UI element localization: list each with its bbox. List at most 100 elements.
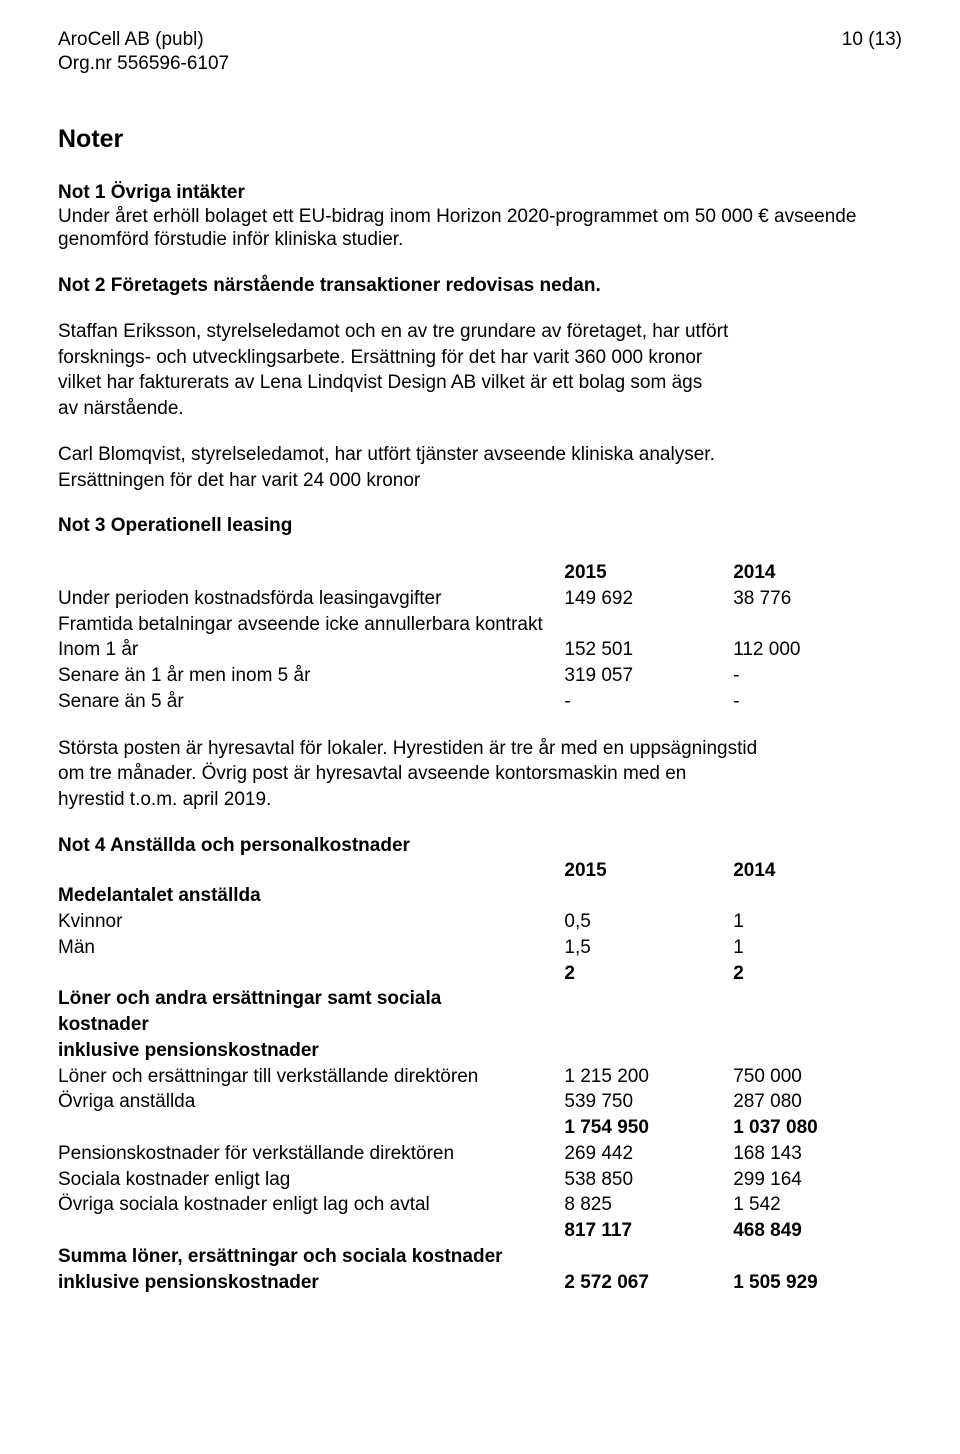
- grand-total-2014: 1 505 929: [733, 1270, 902, 1296]
- notes-heading: Noter: [58, 124, 902, 155]
- table-row: Övriga sociala kostnader enligt lag och …: [58, 1192, 902, 1218]
- year-2014: 2014: [733, 560, 902, 586]
- men-label: Män: [58, 935, 564, 961]
- table-row: Framtida betalningar avseende icke annul…: [58, 612, 902, 638]
- note-2-p1d: av närstående.: [58, 397, 902, 421]
- note-3-postnote-b: om tre månader. Övrig post är hyresavtal…: [58, 762, 902, 786]
- later-5yr-label: Senare än 5 år: [58, 689, 564, 715]
- table-row: Inom 1 år 152 501 112 000: [58, 637, 902, 663]
- header-left: AroCell AB (publ) Org.nr 556596-6107: [58, 28, 229, 76]
- table-row: Kvinnor 0,5 1: [58, 909, 902, 935]
- salaries-heading-1: Löner och andra ersättningar samt social…: [58, 986, 564, 1012]
- later-5yr-2014: -: [733, 689, 902, 715]
- page-number: 10 (13): [842, 28, 902, 76]
- note-1: Not 1 Övriga intäkter Under året erhöll …: [58, 181, 902, 252]
- women-2014: 1: [733, 909, 902, 935]
- later-1-5yr-2015: 319 057: [564, 663, 733, 689]
- table-row: 1 754 950 1 037 080: [58, 1115, 902, 1141]
- social-costs-2014: 299 164: [733, 1167, 902, 1193]
- within-1yr-label: Inom 1 år: [58, 637, 564, 663]
- note-3-postnote-a: Största posten är hyresavtal för lokaler…: [58, 737, 902, 761]
- table-row: Löner och ersättningar till verkställand…: [58, 1064, 902, 1090]
- table-row: 2015 2014: [58, 858, 902, 884]
- table-row: inklusive pensionskostnader 2 572 067 1 …: [58, 1270, 902, 1296]
- leasing-costs-label: Under perioden kostnadsförda leasingavgi…: [58, 586, 564, 612]
- year-2014: 2014: [733, 858, 902, 884]
- note-3-postnote: Största posten är hyresavtal för lokaler…: [58, 737, 902, 812]
- other-employees-label: Övriga anställda: [58, 1089, 564, 1115]
- table-row: Summa löner, ersättningar och sociala ko…: [58, 1244, 902, 1270]
- pension-ceo-2015: 269 442: [564, 1141, 733, 1167]
- total-heading-2: inklusive pensionskostnader: [58, 1270, 564, 1296]
- total-employees-2015: 2: [564, 961, 733, 987]
- table-row: Sociala kostnader enligt lag 538 850 299…: [58, 1167, 902, 1193]
- avg-employees-heading: Medelantalet anställda: [58, 883, 564, 909]
- page-header: AroCell AB (publ) Org.nr 556596-6107 10 …: [58, 28, 902, 76]
- subtotal2-2015: 817 117: [564, 1218, 733, 1244]
- other-social-costs-2015: 8 825: [564, 1192, 733, 1218]
- leasing-costs-2014: 38 776: [733, 586, 902, 612]
- company-name: AroCell AB (publ): [58, 28, 229, 52]
- later-5yr-2015: -: [564, 689, 733, 715]
- note-2-p2a: Carl Blomqvist, styrelseledamot, har utf…: [58, 443, 902, 467]
- later-1-5yr-label: Senare än 1 år men inom 5 år: [58, 663, 564, 689]
- social-costs-2015: 538 850: [564, 1167, 733, 1193]
- grand-total-2015: 2 572 067: [564, 1270, 733, 1296]
- note-2-p1c: vilket har fakturerats av Lena Lindqvist…: [58, 371, 902, 395]
- note-2-para2: Carl Blomqvist, styrelseledamot, har utf…: [58, 443, 902, 493]
- other-social-costs-label: Övriga sociala kostnader enligt lag och …: [58, 1192, 564, 1218]
- within-1yr-2014: 112 000: [733, 637, 902, 663]
- year-2015: 2015: [564, 560, 733, 586]
- other-employees-2015: 539 750: [564, 1089, 733, 1115]
- pension-ceo-label: Pensionskostnader för verkställande dire…: [58, 1141, 564, 1167]
- subtotal2-2014: 468 849: [733, 1218, 902, 1244]
- ceo-salary-label: Löner och ersättningar till verkställand…: [58, 1064, 564, 1090]
- pension-ceo-2014: 168 143: [733, 1141, 902, 1167]
- note-3-title: Not 3 Operationell leasing: [58, 514, 902, 538]
- women-label: Kvinnor: [58, 909, 564, 935]
- subtotal1-2014: 1 037 080: [733, 1115, 902, 1141]
- note-1-title: Not 1 Övriga intäkter: [58, 181, 902, 205]
- note-2-title-block: Not 2 Företagets närstående transaktione…: [58, 274, 902, 298]
- table-row: Män 1,5 1: [58, 935, 902, 961]
- within-1yr-2015: 152 501: [564, 637, 733, 663]
- table-row: Senare än 1 år men inom 5 år 319 057 -: [58, 663, 902, 689]
- table-row: Övriga anställda 539 750 287 080: [58, 1089, 902, 1115]
- note-2-p2b: Ersättningen för det har varit 24 000 kr…: [58, 469, 902, 493]
- table-row: kostnader: [58, 1012, 902, 1038]
- note-2-p1a: Staffan Eriksson, styrelseledamot och en…: [58, 320, 902, 344]
- note-4-table: 2015 2014 Medelantalet anställda Kvinnor…: [58, 858, 902, 1296]
- subtotal1-2015: 1 754 950: [564, 1115, 733, 1141]
- future-payments-label: Framtida betalningar avseende icke annul…: [58, 612, 902, 638]
- salaries-heading-3: inklusive pensionskostnader: [58, 1038, 564, 1064]
- later-1-5yr-2014: -: [733, 663, 902, 689]
- social-costs-label: Sociala kostnader enligt lag: [58, 1167, 564, 1193]
- year-2015: 2015: [564, 858, 733, 884]
- women-2015: 0,5: [564, 909, 733, 935]
- ceo-salary-2015: 1 215 200: [564, 1064, 733, 1090]
- ceo-salary-2014: 750 000: [733, 1064, 902, 1090]
- org-number: Org.nr 556596-6107: [58, 52, 229, 76]
- note-1-text: Under året erhöll bolaget ett EU-bidrag …: [58, 205, 902, 253]
- total-heading-1: Summa löner, ersättningar och sociala ko…: [58, 1244, 564, 1270]
- note-3-table: 2015 2014 Under perioden kostnadsförda l…: [58, 560, 902, 715]
- other-social-costs-2014: 1 542: [733, 1192, 902, 1218]
- table-row: Medelantalet anställda: [58, 883, 902, 909]
- table-row: Under perioden kostnadsförda leasingavgi…: [58, 586, 902, 612]
- note-2-para1: Staffan Eriksson, styrelseledamot och en…: [58, 320, 902, 421]
- total-employees-2014: 2: [733, 961, 902, 987]
- note-3-postnote-c: hyrestid t.o.m. april 2019.: [58, 788, 902, 812]
- table-row: Löner och andra ersättningar samt social…: [58, 986, 902, 1012]
- table-row: Pensionskostnader för verkställande dire…: [58, 1141, 902, 1167]
- leasing-costs-2015: 149 692: [564, 586, 733, 612]
- table-row: inklusive pensionskostnader: [58, 1038, 902, 1064]
- salaries-heading-2: kostnader: [58, 1012, 564, 1038]
- table-row: 2 2: [58, 961, 902, 987]
- other-employees-2014: 287 080: [733, 1089, 902, 1115]
- table-row: Senare än 5 år - -: [58, 689, 902, 715]
- table-row: 817 117 468 849: [58, 1218, 902, 1244]
- note-2-p1b: forsknings- och utvecklingsarbete. Ersät…: [58, 346, 902, 370]
- note-2-title: Not 2 Företagets närstående transaktione…: [58, 274, 902, 298]
- table-row: 2015 2014: [58, 560, 902, 586]
- men-2014: 1: [733, 935, 902, 961]
